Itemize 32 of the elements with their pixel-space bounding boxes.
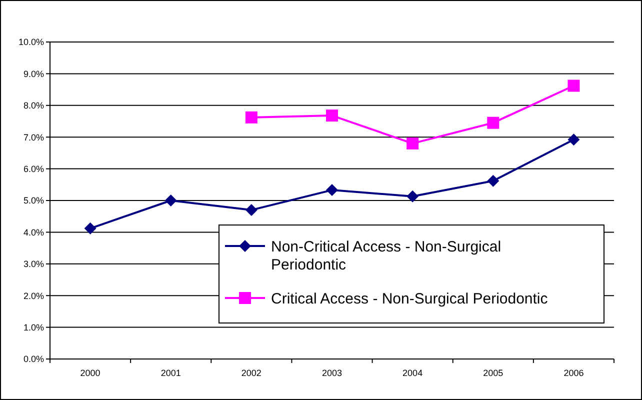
x-tick-label: 2002 [241,368,262,378]
point [84,222,96,234]
y-tick-label: 2.0% [23,290,44,301]
y-tick-label: 7.0% [23,132,44,142]
point [568,80,580,92]
point [487,116,500,129]
x-tick-label: 2004 [402,368,423,378]
x-tick-label: 2003 [322,368,342,378]
y-tick-label: 9.0% [23,68,44,79]
point [245,204,258,216]
y-tick-label: 10.0% [18,37,44,48]
y-tick-label: 3.0% [23,259,44,270]
x-tick-label: 2001 [160,368,181,378]
y-tick-label: 1.0% [23,322,44,332]
x-tick-label: 2000 [80,368,100,378]
point [406,137,419,150]
x-tick-label: 2005 [483,368,504,378]
point [326,184,338,196]
point [245,111,258,124]
y-tick-label: 0.0% [23,354,44,364]
point [326,110,338,122]
y-tick-label: 5.0% [23,196,44,206]
legend-label: Non-Critical Access - Non-Surgical Periodontic [271,238,502,274]
y-tick-label: 4.0% [23,227,44,238]
point [568,134,580,146]
y-tick-label: 8.0% [23,100,44,111]
point [406,190,419,202]
y-tick-label: 6.0% [23,164,44,174]
point [487,174,500,187]
point [164,194,177,206]
legend-label: Critical Access - Non-Surgical Periodontic [271,290,548,308]
x-tick-label: 2006 [564,368,584,378]
